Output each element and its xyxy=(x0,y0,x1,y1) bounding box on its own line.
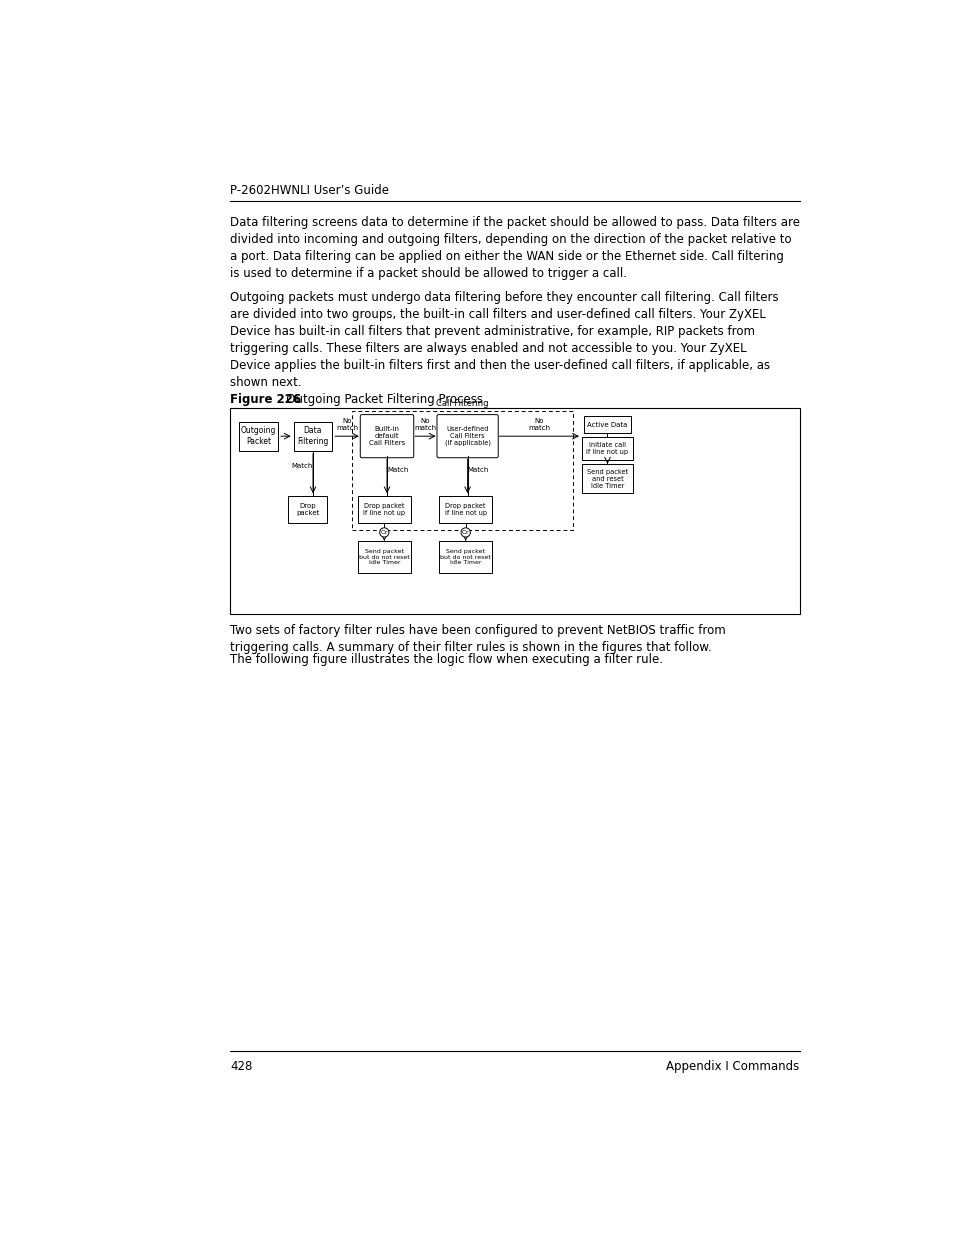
Text: Call Filtering: Call Filtering xyxy=(436,399,488,408)
Text: Match: Match xyxy=(292,463,313,469)
Text: Data filtering screens data to determine if the packet should be allowed to pass: Data filtering screens data to determine… xyxy=(230,216,800,280)
Text: Or: Or xyxy=(461,530,469,535)
FancyBboxPatch shape xyxy=(436,415,497,458)
Text: Built-in
default
Call Filters: Built-in default Call Filters xyxy=(369,426,405,446)
Bar xyxy=(230,408,799,614)
Text: Outgoing
Packet: Outgoing Packet xyxy=(241,426,276,446)
Text: The following figure illustrates the logic flow when executing a filter rule.: The following figure illustrates the log… xyxy=(230,652,662,666)
Text: Match: Match xyxy=(387,467,408,473)
Text: Appendix I Commands: Appendix I Commands xyxy=(666,1060,799,1072)
Bar xyxy=(294,421,332,451)
Bar xyxy=(439,496,492,524)
Bar xyxy=(581,464,633,493)
Bar xyxy=(581,437,633,461)
Text: Figure 226: Figure 226 xyxy=(230,393,301,406)
Text: No
match: No match xyxy=(414,417,436,431)
Bar xyxy=(439,541,492,573)
Bar xyxy=(357,496,410,524)
Text: P-2602HWNLI User’s Guide: P-2602HWNLI User’s Guide xyxy=(230,184,389,198)
Text: Send packet
but do not reset
Idle Timer: Send packet but do not reset Idle Timer xyxy=(358,548,409,566)
Text: Two sets of factory filter rules have been configured to prevent NetBIOS traffic: Two sets of factory filter rules have be… xyxy=(230,624,725,655)
Text: Send packet
but do not reset
Idle Timer: Send packet but do not reset Idle Timer xyxy=(440,548,491,566)
Text: Or: Or xyxy=(380,530,388,535)
Bar xyxy=(357,541,410,573)
Text: Send packet
and reset
Idle Timer: Send packet and reset Idle Timer xyxy=(586,468,627,489)
Circle shape xyxy=(379,527,389,537)
Text: Data
Filtering: Data Filtering xyxy=(297,426,329,446)
Bar xyxy=(239,421,278,451)
Text: No
match: No match xyxy=(528,417,550,431)
FancyBboxPatch shape xyxy=(360,415,414,458)
Text: 428: 428 xyxy=(230,1060,253,1072)
Text: Active Data: Active Data xyxy=(587,421,627,427)
Text: Outgoing Packet Filtering Process: Outgoing Packet Filtering Process xyxy=(274,393,482,406)
Text: Match: Match xyxy=(467,467,489,473)
Text: Drop
packet: Drop packet xyxy=(295,503,319,516)
Text: Outgoing packets must undergo data filtering before they encounter call filterin: Outgoing packets must undergo data filte… xyxy=(230,290,778,389)
Text: Drop packet
if line not up: Drop packet if line not up xyxy=(444,503,486,516)
Circle shape xyxy=(460,527,470,537)
Text: Drop packet
if line not up: Drop packet if line not up xyxy=(363,503,405,516)
Bar xyxy=(583,416,630,433)
Bar xyxy=(288,496,327,524)
Text: User-defined
Call Filters
(if applicable): User-defined Call Filters (if applicable… xyxy=(444,426,490,446)
Text: Initiate call
if line not up: Initiate call if line not up xyxy=(586,442,628,454)
Bar xyxy=(352,411,572,530)
Text: No
match: No match xyxy=(335,417,357,431)
